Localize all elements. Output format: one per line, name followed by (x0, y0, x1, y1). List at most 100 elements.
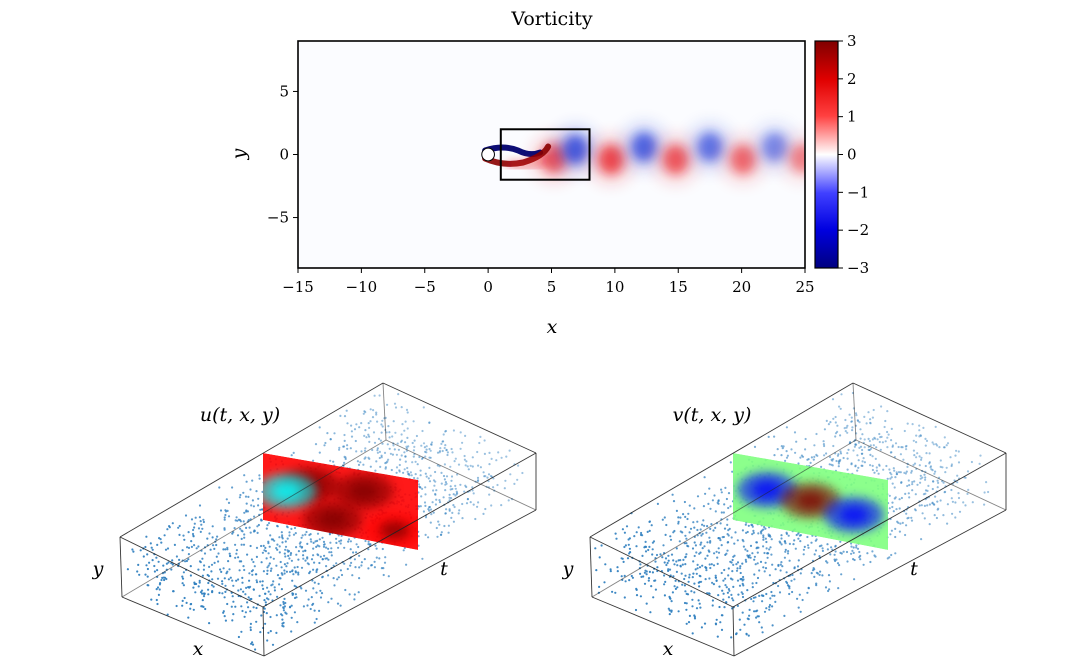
scatter-point (672, 559, 675, 562)
scatter-point (777, 584, 780, 588)
scatter-point (614, 591, 617, 594)
scatter-point (713, 552, 716, 555)
scatter-point (770, 538, 773, 541)
y-ticks: 50−5 (267, 82, 298, 227)
scatter-point (878, 432, 881, 436)
scatter-point (358, 426, 361, 429)
scatter-point (212, 585, 215, 588)
scatter-point (428, 456, 431, 459)
scatter-point (463, 458, 466, 461)
scatter-point (332, 460, 335, 463)
scatter-point (768, 608, 771, 611)
scatter-point (862, 457, 865, 460)
scatter-point (266, 569, 269, 572)
scatter-point (655, 553, 659, 557)
scatter-point (355, 551, 358, 554)
scatter-point (420, 444, 423, 447)
scatter-point (777, 563, 780, 567)
scatter-point (668, 613, 671, 616)
scatter-point (651, 553, 654, 556)
scatter-point (142, 555, 145, 558)
scatter-point (516, 478, 519, 481)
scatter-point (748, 608, 751, 612)
scatter-point (756, 609, 759, 612)
scatter-point (911, 483, 914, 486)
scatter-point (869, 560, 872, 564)
scatter-point (367, 543, 370, 546)
scatter-point (907, 479, 910, 482)
scatter-point (309, 607, 312, 611)
box-edge (852, 382, 857, 441)
scatter-point (312, 459, 315, 462)
scatter-point (691, 632, 694, 635)
scatter-point (162, 576, 165, 579)
scatter-point (210, 570, 213, 573)
scatter-point (144, 545, 147, 549)
scatter-point (761, 631, 764, 634)
scatter-point (245, 586, 248, 590)
scatter-point (795, 533, 798, 537)
scatter-point (739, 567, 742, 570)
scatter-point (871, 468, 875, 472)
scatter-point (374, 469, 377, 472)
scatter-point (251, 573, 254, 576)
scatter-point (157, 593, 160, 597)
scatter-point (139, 549, 142, 552)
scatter-point (309, 538, 312, 541)
scatter-point (215, 543, 218, 547)
scatter-point (411, 441, 414, 445)
scatter-point (224, 619, 227, 622)
x-tick-label: 0 (483, 278, 493, 296)
scatter-point (731, 558, 734, 562)
scatter-point (368, 457, 371, 460)
scatter-point (958, 510, 962, 513)
scatter-point (888, 468, 891, 471)
colorbar-tick-label: 2 (847, 70, 857, 88)
scatter-point (902, 458, 905, 461)
scatter-point (255, 581, 259, 584)
slice-blob-core (348, 482, 379, 501)
scatter-point (860, 464, 863, 467)
scatter-point (471, 465, 474, 468)
scatter-point (788, 559, 791, 562)
scatter-point (429, 456, 432, 459)
scatter-point (409, 471, 412, 474)
scatter-point (232, 613, 235, 616)
scatter-point (936, 444, 939, 447)
scatter-point (741, 611, 744, 614)
scatter-point (890, 439, 893, 442)
scatter-point (187, 616, 190, 619)
scatter-point (755, 541, 758, 544)
scatter-point (856, 454, 859, 457)
scatter-point (242, 491, 245, 494)
scatter-point (784, 550, 787, 553)
scatter-point (432, 489, 435, 492)
scatter-point (269, 569, 272, 573)
scatter-point (745, 531, 748, 535)
scatter-point (437, 520, 440, 523)
scatter-point (664, 557, 668, 560)
scatter-point (461, 441, 464, 444)
scatter-point (752, 600, 755, 603)
scatter-point (242, 543, 246, 546)
scatter-point (294, 532, 297, 535)
scatter-point (360, 561, 363, 564)
scatter-point (288, 557, 291, 560)
scatter-point (842, 550, 845, 553)
scatter-point (423, 446, 426, 449)
scatter-point (413, 476, 416, 480)
scatter-point (696, 520, 699, 523)
scatter-point (381, 442, 384, 445)
scatter-point (151, 548, 154, 551)
scatter-point (752, 529, 755, 533)
scatter-point (224, 548, 227, 551)
box-edge (591, 439, 857, 598)
scatter-point (714, 574, 717, 577)
scatter-point (290, 616, 293, 619)
scatter-point (340, 573, 344, 577)
scatter-point (679, 516, 682, 519)
scatter-point (449, 465, 452, 468)
scatter-point (369, 408, 372, 411)
scatter-point (445, 508, 448, 511)
scatter-point (712, 529, 715, 532)
